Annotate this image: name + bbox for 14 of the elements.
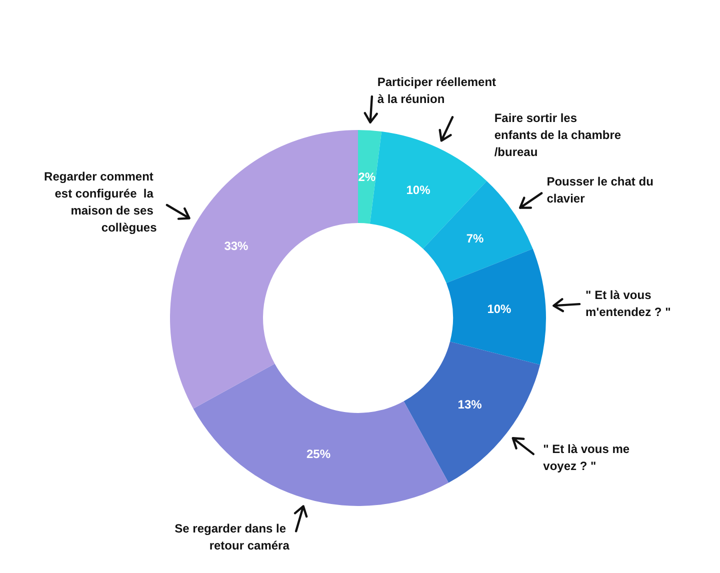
- slice-label: Regarder comment est configurée la maison de ses collègues: [44, 169, 158, 234]
- slice-label: " Et là vous m'entendez ? ": [586, 288, 671, 320]
- data-label: 10%: [487, 302, 512, 316]
- slice-label: Faire sortir les enfants de la chambre/bureau: [494, 110, 622, 159]
- data-label: 2%: [358, 170, 376, 184]
- slice-label: Pousser le chat du clavier: [546, 174, 657, 206]
- data-label: 33%: [224, 238, 249, 253]
- data-label: 13%: [458, 398, 482, 412]
- data-label: 25%: [306, 446, 331, 461]
- data-label: 10%: [406, 182, 431, 197]
- slice-label: " Et là vous me voyez ? ": [543, 442, 633, 474]
- slice-label: Se regarder dans le retour caméra: [174, 521, 290, 552]
- data-label: 7%: [466, 231, 484, 246]
- slice-label: Participer réellement à la réunion: [377, 74, 500, 106]
